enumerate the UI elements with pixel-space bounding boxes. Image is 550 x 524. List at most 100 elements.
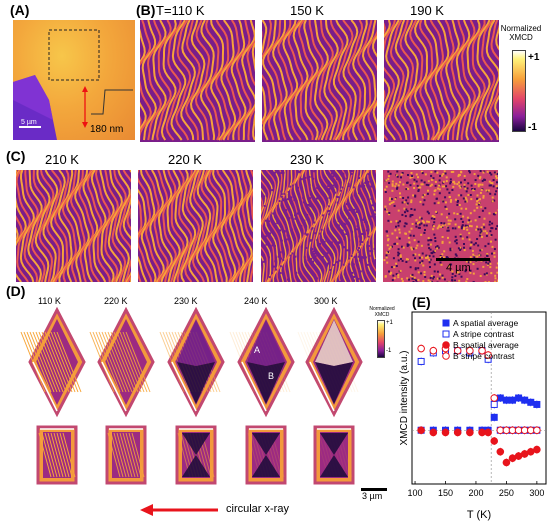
data-point (496, 394, 504, 402)
diamond-element (89, 306, 155, 418)
colorbar-small-title-l1: Normalized (369, 306, 395, 312)
data-point (429, 346, 438, 355)
temp-label-d4: 240 K (244, 296, 268, 306)
afm-scale-label: 5 µm (21, 119, 37, 126)
panel-label-d: (D) (6, 283, 26, 299)
rectangle-element (175, 425, 217, 485)
chart-xlabel: T (K) (467, 509, 491, 521)
temp-label-d5: 300 K (314, 296, 338, 306)
x-tick-label: 250 (499, 488, 514, 498)
scale-label-d: 3 µm (362, 491, 383, 501)
data-point (496, 447, 505, 456)
data-point (490, 400, 498, 408)
colorbar-small (377, 320, 385, 358)
chart-frame (411, 311, 547, 485)
legend-marker (442, 319, 450, 327)
data-point (417, 357, 425, 365)
xmcd-map-190k (384, 20, 499, 142)
legend-label: B spatial average (453, 340, 519, 350)
region-label-a: A (254, 345, 261, 355)
diamond-element (20, 306, 86, 418)
afm-features (13, 29, 133, 140)
temp-label-c1: 210 K (45, 152, 79, 167)
chart-ylabel: XMCD intensity (a.u.) (399, 350, 410, 445)
colorbar-main-min: -1 (528, 122, 537, 133)
data-point (484, 351, 492, 359)
data-point (453, 428, 462, 437)
xmcd-map-300k (383, 170, 498, 282)
xmcd-map-150k (262, 20, 377, 142)
legend-marker (442, 330, 450, 338)
data-point (466, 428, 474, 437)
data-point (453, 346, 462, 355)
rectangle-element (245, 425, 287, 485)
temp-label-c3: 230 K (290, 152, 324, 167)
colorbar-title-l2: XMCD (509, 33, 533, 42)
colorbar-small-max: +1 (386, 320, 393, 326)
data-point (502, 458, 511, 467)
colorbar-small-min: -1 (386, 348, 392, 354)
legend-label: A stripe contrast (453, 329, 515, 339)
panel-label-b: (B) (136, 2, 156, 18)
scale-label-c: 4 µm (446, 262, 471, 274)
temp-label-c4: 300 K (413, 152, 447, 167)
temp-label-d3: 230 K (174, 296, 198, 306)
data-point (417, 344, 425, 353)
rectangle-element (313, 425, 355, 485)
legend-marker (442, 352, 450, 360)
data-point (509, 396, 516, 404)
panel-label-a: (A) (10, 2, 30, 18)
legend-marker (442, 341, 450, 349)
xray-arrow (140, 504, 218, 516)
temp-label-b1: T=110 K (156, 3, 205, 18)
x-tick-label: 300 (529, 488, 544, 498)
data-point (484, 428, 492, 437)
x-tick-label: 150 (438, 488, 453, 498)
data-point (490, 413, 498, 421)
legend-label: B stripe contrast (453, 351, 515, 361)
data-point (490, 437, 499, 445)
colorbar-title-l1: Normalized (500, 24, 542, 33)
colorbar-main (512, 50, 526, 132)
xmcd-map-110k (140, 20, 255, 142)
xmcd-map-220k (138, 170, 253, 282)
data-point (533, 400, 541, 408)
colorbar-main-max: +1 (528, 52, 540, 63)
data-point (533, 445, 541, 454)
region-label-b: B (268, 371, 275, 381)
height-label: 180 nm (90, 124, 124, 135)
panel-label-e: (E) (412, 294, 431, 310)
rectangle-element (36, 425, 78, 485)
scale-bar-d (361, 488, 387, 491)
data-point (490, 394, 499, 402)
panel-label-c: (C) (6, 148, 26, 164)
diamond-element (297, 306, 363, 418)
rectangle-element (105, 425, 147, 485)
legend-label: A spatial average (453, 318, 518, 328)
data-point (417, 426, 425, 435)
x-tick-label: 200 (468, 488, 483, 498)
data-point (521, 396, 529, 404)
xmcd-map-230k (261, 170, 376, 282)
scale-bar-c (436, 258, 490, 261)
data-point (502, 396, 510, 404)
xmcd-map-210k (16, 170, 131, 282)
data-point (441, 428, 450, 437)
temp-label-d2: 220 K (104, 296, 128, 306)
data-point (429, 428, 438, 437)
diamond-element (229, 306, 295, 418)
afm-image: 5 µm (13, 20, 135, 140)
xmcd-chart: XMCD intensity (a.u.) T (K) 100 150 200 250… (399, 311, 547, 521)
data-point (466, 346, 474, 355)
colorbar-small-title-l2: XMCD (374, 312, 390, 318)
data-point (478, 346, 486, 355)
data-point (515, 394, 523, 402)
data-point (527, 398, 535, 406)
xray-label: circular x-ray (226, 503, 289, 515)
temp-label-d1: 110 K (38, 296, 61, 306)
temp-label-b2: 150 K (290, 3, 324, 18)
x-tick-label: 100 (408, 488, 423, 498)
data-point (533, 426, 541, 435)
diamond-element (159, 306, 225, 418)
